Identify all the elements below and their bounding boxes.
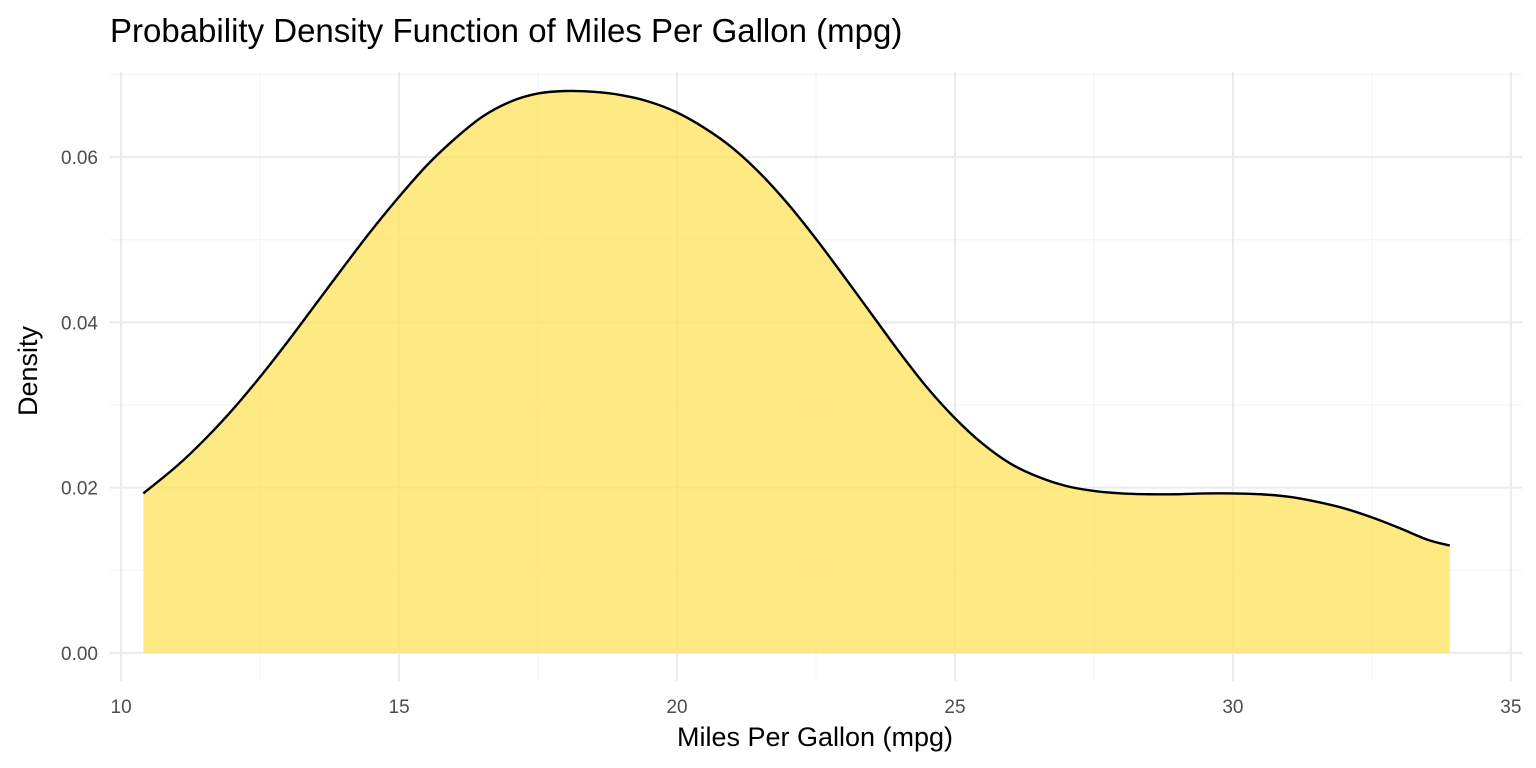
y-axis-ticks: 0.00 0.02 0.04 0.06: [61, 148, 98, 665]
x-tick-label: 15: [389, 697, 410, 718]
y-tick-label: 0.00: [61, 644, 98, 665]
x-tick-label: 25: [944, 697, 965, 718]
x-tick-label: 30: [1222, 697, 1243, 718]
y-tick-label: 0.04: [61, 313, 98, 334]
x-tick-label: 35: [1500, 697, 1521, 718]
y-tick-label: 0.06: [61, 148, 98, 169]
x-axis-ticks: 10 15 20 25 30 35: [111, 697, 1522, 718]
x-tick-label: 20: [666, 697, 687, 718]
x-tick-label: 10: [111, 697, 132, 718]
chart-title: Probability Density Function of Miles Pe…: [110, 12, 902, 49]
density-curve-line: [142, 89, 1451, 547]
x-axis-title: Miles Per Gallon (mpg): [677, 722, 953, 752]
density-area: [143, 90, 1450, 653]
y-tick-label: 0.02: [61, 479, 98, 500]
y-axis-title: Density: [13, 325, 43, 416]
